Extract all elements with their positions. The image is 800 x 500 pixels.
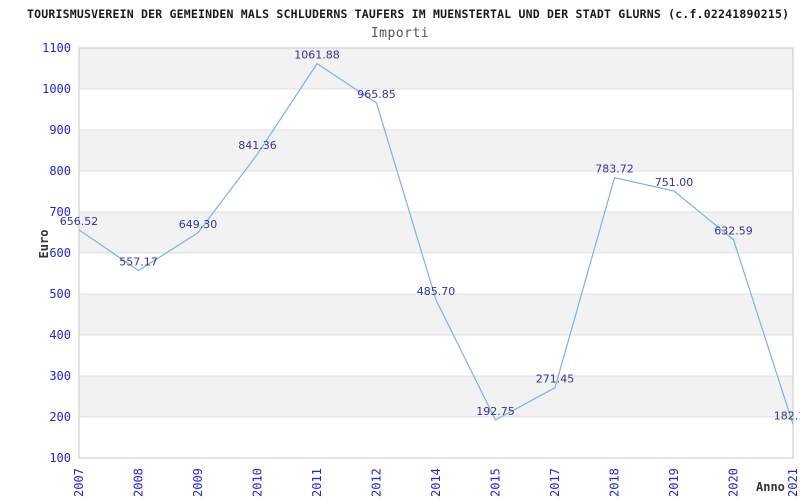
data-point-label: 632.59 [714,225,753,238]
data-point-label: 649.30 [179,218,218,231]
x-tick-label: 2009 [191,468,205,497]
y-tick-label: 400 [49,328,71,342]
y-tick-label: 500 [49,287,71,301]
y-tick-label: 300 [49,369,71,383]
x-tick-label: 2021 [786,468,800,497]
data-point-label: 557.17 [119,256,158,269]
plot-border [78,47,794,459]
x-tick-label: 2011 [310,468,324,497]
x-tick-label: 2010 [251,468,265,497]
x-tick-label: 2014 [429,468,443,497]
x-tick-label: 2018 [608,468,622,497]
y-tick-label: 200 [49,410,71,424]
data-point-label: 192.75 [476,405,515,418]
data-point-label: 1061.88 [294,49,340,62]
grid-band [79,253,793,294]
x-tick-label: 2015 [489,468,503,497]
x-axis-title: Anno [756,480,785,494]
y-tick-label: 800 [49,164,71,178]
grid-band [79,417,793,458]
x-tick-label: 2007 [72,468,86,497]
y-tick-label: 700 [49,205,71,219]
data-point-label: 841.36 [238,139,277,152]
x-tick-label: 2012 [370,468,384,497]
series-line [78,62,794,425]
x-tick-label: 2008 [132,468,146,497]
x-tick-label: 2019 [667,468,681,497]
grid-band [79,48,793,89]
data-point-label: 656.52 [60,215,99,228]
data-point-label: 182.10 [774,409,800,422]
plot-area: 100 200 300 400 500 600 700 800 900 1000 1100 2007 2… [42,41,800,497]
x-tick-label: 2017 [548,468,562,497]
data-point-label: 485.70 [417,285,456,298]
grid-band [79,130,793,171]
y-tick-label: 100 [49,451,71,465]
data-point-label: 751.00 [655,176,694,189]
grid-band [79,376,793,417]
grid-band [79,89,793,130]
y-tick-label: 1000 [42,82,71,96]
y-tick-label: 900 [49,123,71,137]
data-point-label: 965.85 [357,88,396,101]
data-point-label: 271.45 [536,373,575,386]
y-tick-label: 600 [49,246,71,260]
data-point-label: 783.72 [595,163,634,176]
chart-subtitle: Importi [370,26,430,41]
chart-title: TOURISMUSVEREIN DER GEMEINDEN MALS SCHLU… [27,7,790,21]
x-tick-label: 2020 [727,468,741,497]
y-tick-label: 1100 [42,41,71,55]
grid-band [79,335,793,376]
